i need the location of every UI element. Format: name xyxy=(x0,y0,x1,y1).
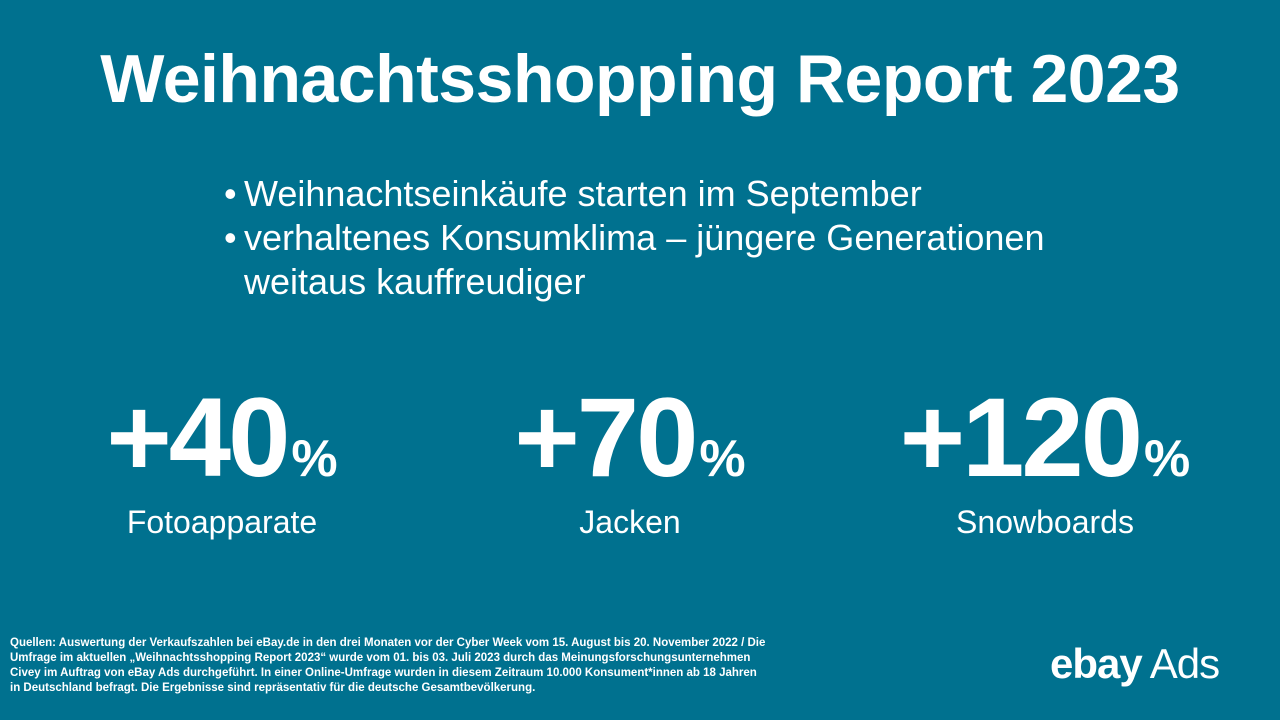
stat-unit: % xyxy=(1144,430,1191,488)
stat-label: Snowboards xyxy=(956,504,1134,540)
logo-suffix: Ads xyxy=(1149,640,1220,687)
sources-footnote: Quellen: Auswertung der Verkaufszahlen b… xyxy=(10,637,766,694)
stat-value: +70 xyxy=(514,375,698,500)
stat-unit: % xyxy=(699,430,746,488)
bullet-item: Weihnachtseinkäufe starten im September xyxy=(224,172,1124,216)
logo-brand: ebay xyxy=(1050,640,1143,687)
stat-value: +120 xyxy=(899,375,1143,500)
stat-label: Jacken xyxy=(579,504,681,540)
bullet-list: Weihnachtseinkäufe starten im September … xyxy=(224,172,1124,304)
page-title: Weihnachtsshopping Report 2023 xyxy=(100,41,1180,117)
stat-fotoapparate: +40% Fotoapparate xyxy=(12,378,432,541)
stat-snowboards: +120% Snowboards xyxy=(835,378,1255,541)
stat-label: Fotoapparate xyxy=(126,504,318,540)
stat-value: +40 xyxy=(106,375,290,500)
bullet-item: verhaltenes Konsumklima – jüngere Genera… xyxy=(224,216,1124,304)
stat-jacken: +70% Jacken xyxy=(420,378,840,541)
ebay-ads-logo: ebay Ads xyxy=(1050,640,1220,688)
stat-unit: % xyxy=(291,430,338,488)
